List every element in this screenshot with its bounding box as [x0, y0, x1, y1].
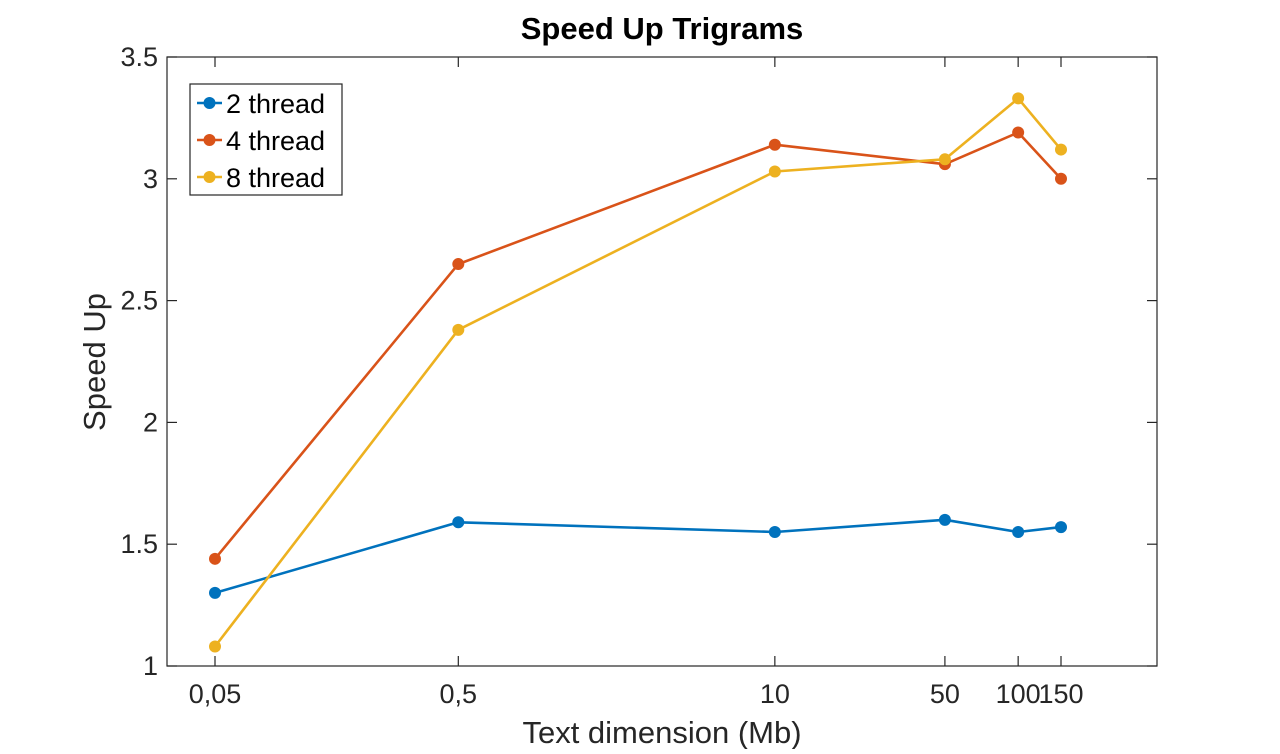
legend-entry: 8 thread	[197, 163, 325, 193]
data-point	[209, 552, 221, 565]
data-point	[768, 526, 781, 539]
y-axis-label: Speed Up	[77, 293, 112, 431]
legend-label: 2 thread	[226, 89, 325, 119]
legend: 2 thread 4 thread 8 thread	[189, 83, 343, 196]
series-line	[213, 97, 1062, 648]
y-tick-label: 1.5	[120, 529, 158, 559]
data-point	[452, 323, 465, 336]
y-tick-label: 3.5	[120, 42, 158, 72]
x-tick-label: 0,05	[189, 679, 242, 709]
x-tick-label: 150	[1038, 679, 1083, 709]
x-tick-label: 10	[760, 679, 790, 709]
series-line	[213, 131, 1062, 560]
legend-marker	[203, 97, 216, 109]
x-tick-label: 50	[930, 679, 960, 709]
legend-label: 8 thread	[226, 163, 325, 193]
data-point	[1055, 521, 1067, 534]
series-3	[209, 92, 1067, 653]
data-point	[209, 640, 221, 653]
legend-marker	[203, 134, 216, 146]
data-point	[1012, 126, 1025, 139]
x-axis-label: Text dimension (Mb)	[522, 715, 801, 749]
data-point	[1012, 526, 1025, 539]
series-line	[214, 518, 1062, 595]
data-point	[938, 153, 951, 166]
series-1	[209, 513, 1067, 599]
data-point	[209, 586, 221, 599]
plot-frame	[166, 56, 1158, 667]
data-point	[452, 258, 465, 271]
legend-entry: 4 thread	[197, 126, 325, 156]
y-tick-label: 2	[143, 407, 158, 437]
x-tick-label: 100	[996, 679, 1041, 709]
data-point	[768, 138, 781, 151]
data-point	[1055, 143, 1067, 156]
series-layer	[209, 92, 1067, 653]
chart-title: Speed Up Trigrams	[521, 11, 804, 46]
data-point	[1012, 92, 1025, 105]
data-point	[938, 513, 951, 526]
legend-marker	[203, 171, 216, 183]
data-point	[768, 165, 781, 178]
legend-label: 4 thread	[226, 126, 325, 156]
y-tick-label: 3	[143, 164, 158, 194]
data-point	[452, 516, 465, 529]
x-tick-label: 0,5	[440, 679, 478, 709]
y-tick-label: 1	[143, 651, 158, 681]
data-point	[1055, 172, 1067, 185]
y-tick-label: 2.5	[120, 286, 158, 316]
legend-entry: 2 thread	[197, 89, 325, 119]
